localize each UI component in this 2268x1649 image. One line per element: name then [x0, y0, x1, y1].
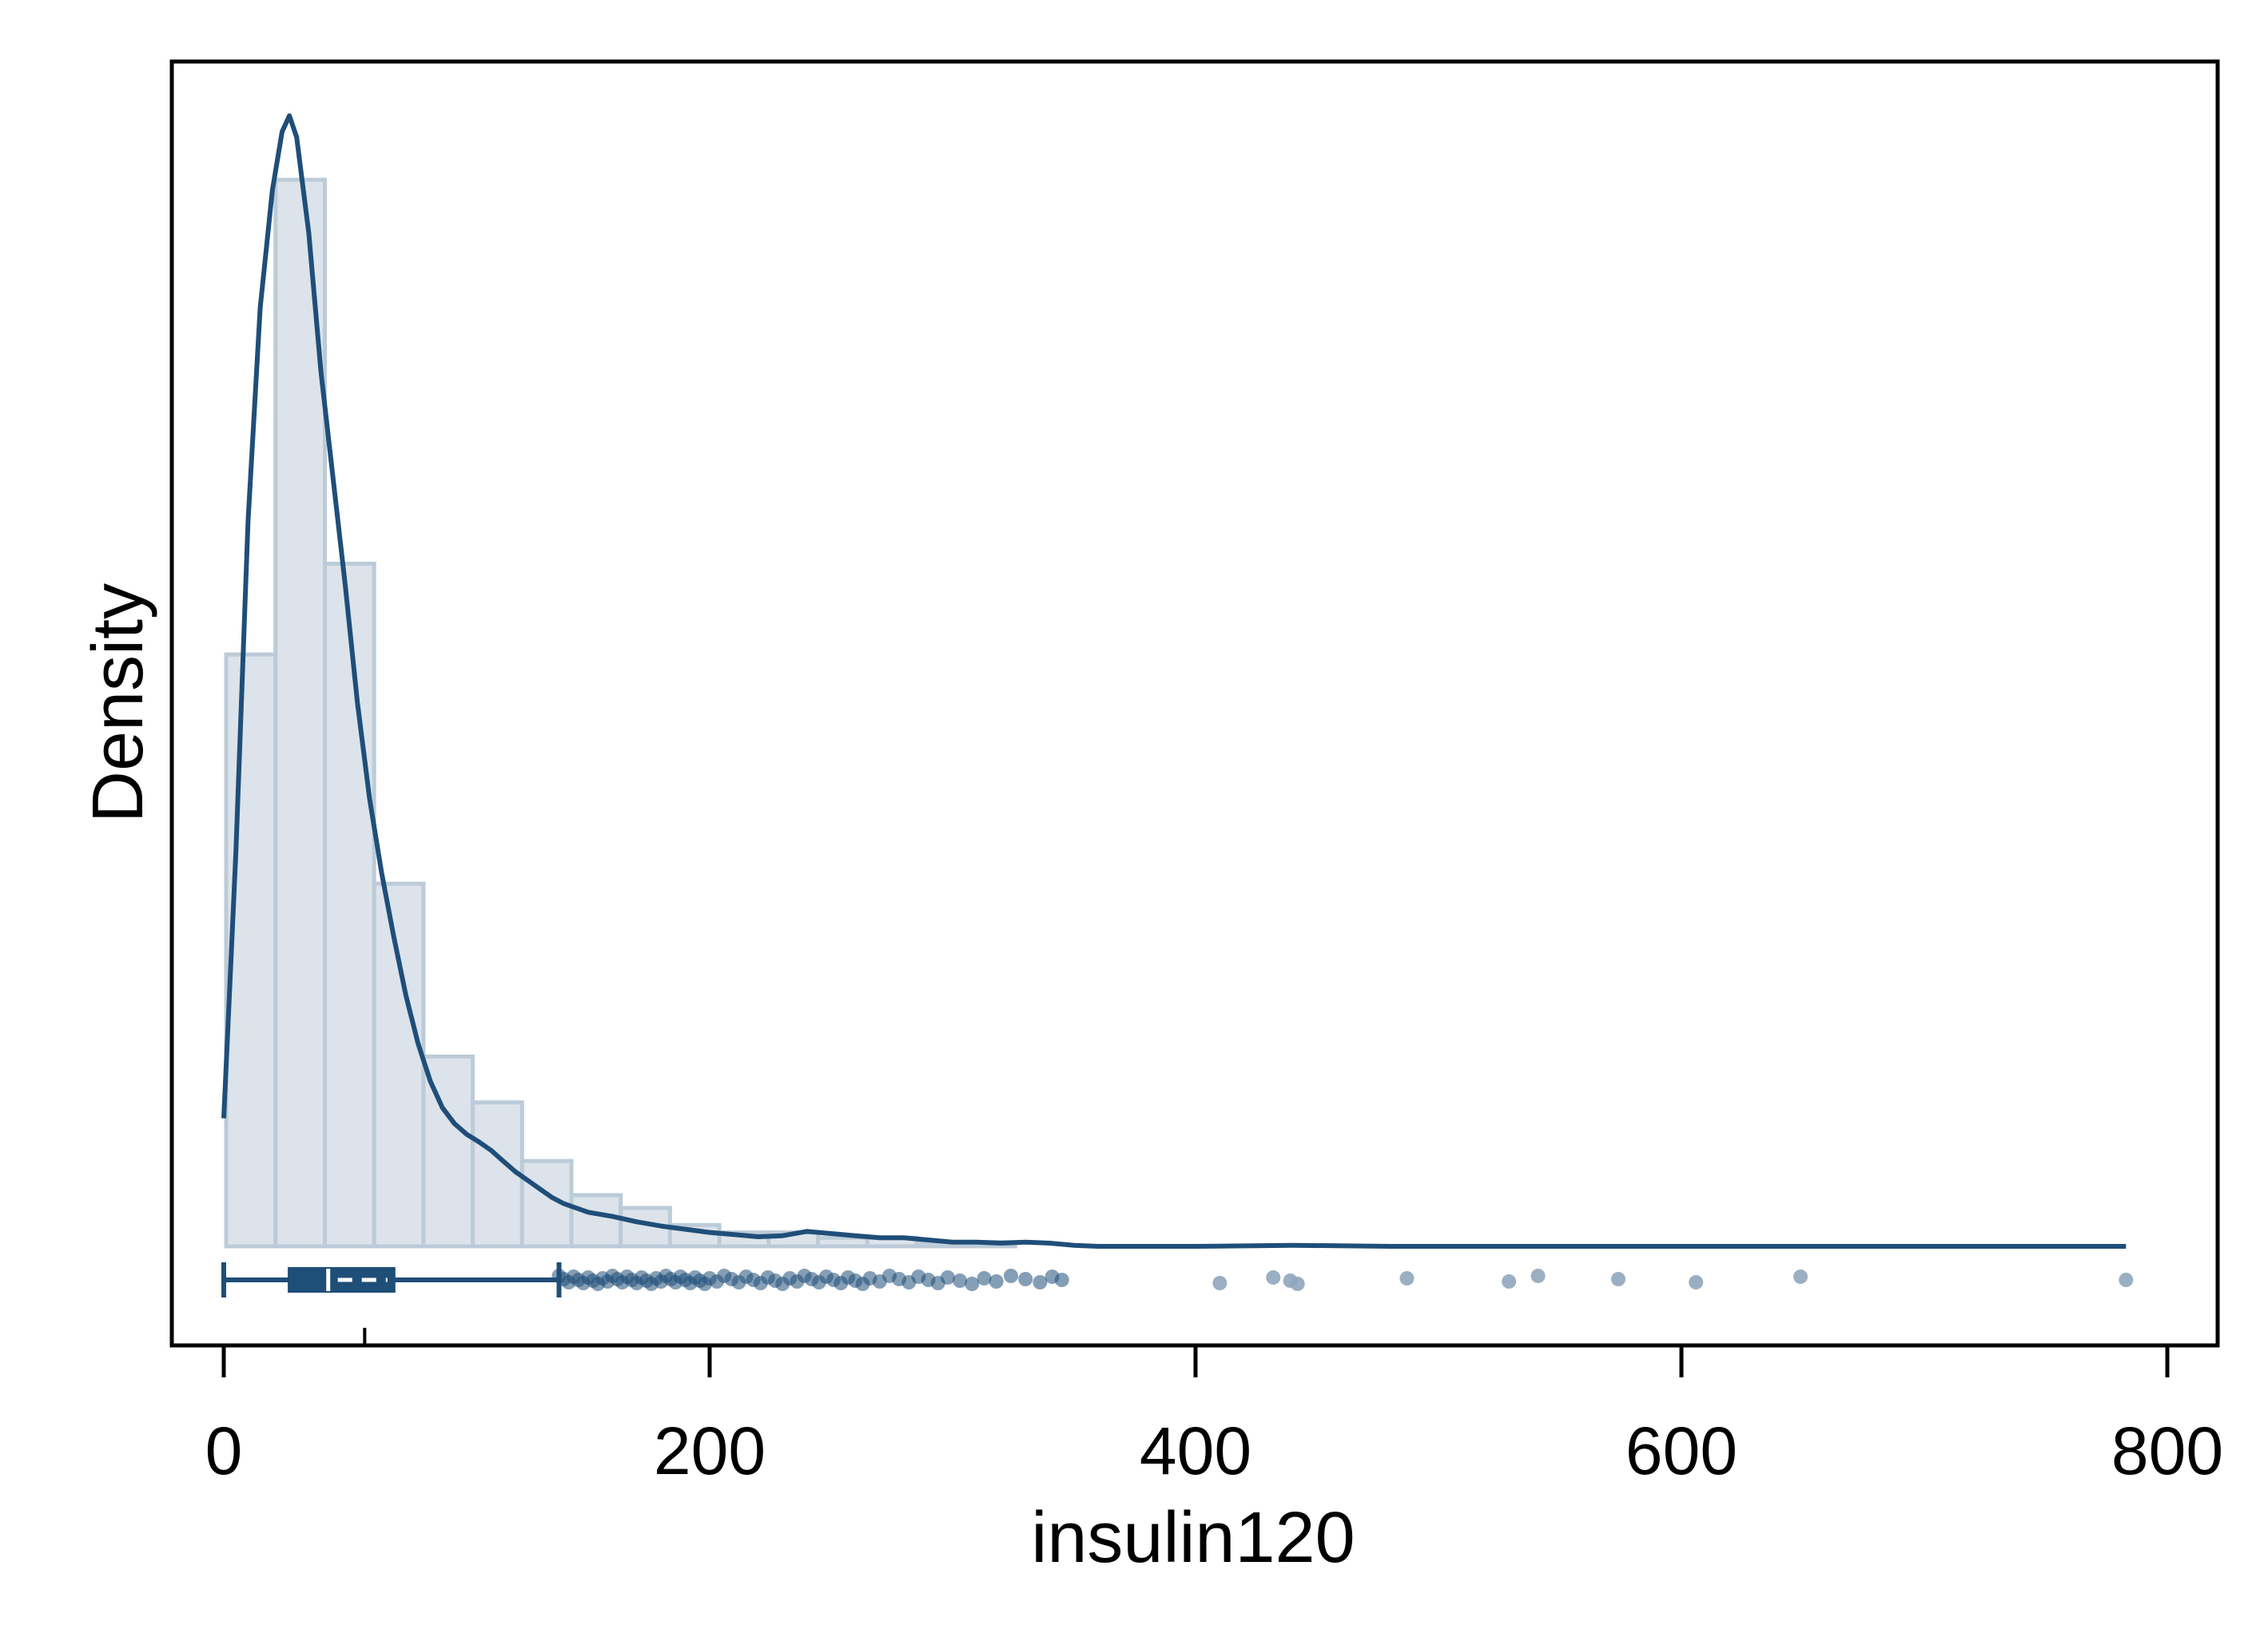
x-axis: 0 200 400 600 800: [172, 1328, 2223, 1488]
x-tick-label: 600: [1625, 1413, 1737, 1488]
outlier-point: [1054, 1273, 1069, 1287]
outlier-point: [977, 1271, 992, 1285]
outlier-point: [965, 1277, 980, 1291]
outlier-point: [953, 1274, 968, 1288]
outlier-point: [1290, 1277, 1305, 1291]
box-iqr: [288, 1267, 396, 1293]
boxplot-outliers: [551, 1269, 2134, 1291]
outlier-point: [2119, 1273, 2134, 1287]
x-tick-label: 400: [1140, 1413, 1251, 1488]
outlier-point: [1689, 1275, 1704, 1289]
outlier-point: [1033, 1275, 1048, 1289]
y-axis-title: Density: [78, 583, 158, 823]
outlier-point: [1530, 1269, 1546, 1283]
boxplot: [221, 1262, 562, 1297]
histogram-bar: [273, 177, 327, 1249]
histogram-bar: [569, 1193, 623, 1249]
outlier-point: [1399, 1271, 1415, 1285]
outlier-point: [940, 1270, 955, 1285]
outlier-point: [1004, 1269, 1018, 1283]
x-axis-title: insulin120: [1031, 1498, 1355, 1578]
histogram-bar: [224, 652, 278, 1249]
density-curve: [221, 113, 2127, 1249]
outlier-point: [1611, 1272, 1625, 1286]
outlier-point: [1266, 1270, 1281, 1285]
outlier-point: [989, 1274, 1004, 1289]
outlier-point: [1018, 1272, 1033, 1286]
histogram-bar: [619, 1206, 672, 1249]
histogram-bar: [323, 562, 376, 1249]
outlier-point: [1502, 1274, 1517, 1289]
outlier-point: [1212, 1276, 1228, 1290]
outlier-point: [1793, 1270, 1808, 1284]
histogram-bar: [816, 1235, 869, 1249]
histogram-bar: [471, 1100, 524, 1249]
histogram-bar: [372, 881, 426, 1249]
histogram-bars: [224, 177, 1017, 1249]
x-tick-label: 0: [205, 1413, 243, 1488]
x-tick-label: 200: [654, 1413, 766, 1488]
x-tick-label: 800: [2111, 1413, 2223, 1488]
